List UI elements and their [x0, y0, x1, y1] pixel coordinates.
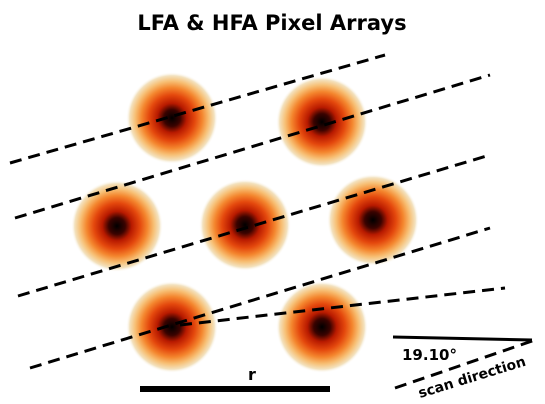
pixel	[276, 76, 368, 168]
scan-line	[29, 226, 491, 370]
scan-line	[9, 53, 386, 165]
scan-line	[179, 286, 506, 327]
pixel	[199, 179, 291, 271]
pixel	[126, 72, 218, 164]
scale-label: r	[248, 365, 256, 384]
title: LFA & HFA Pixel Arrays	[137, 11, 406, 35]
direction-line	[394, 338, 536, 390]
pixels	[71, 72, 419, 373]
pixel	[276, 281, 368, 373]
scan-line	[17, 153, 491, 298]
pixel	[71, 180, 163, 272]
pixel	[126, 281, 218, 373]
reference-line	[392, 335, 533, 342]
pixel	[327, 174, 419, 266]
scan-lines	[9, 53, 506, 370]
angle-label: 19.10°	[402, 346, 457, 364]
scan-line	[14, 73, 491, 220]
